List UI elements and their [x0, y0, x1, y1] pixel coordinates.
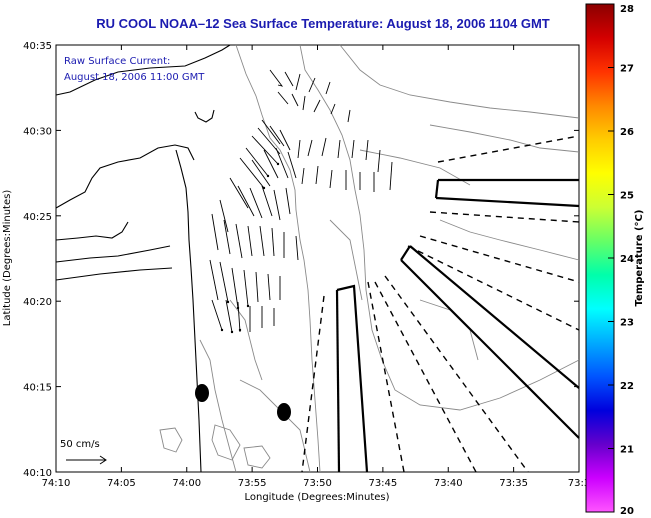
scale-label: 50 cm/s — [60, 439, 100, 450]
x-tick-label: 74:00 — [172, 478, 201, 489]
colorbar-tick-label: 28 — [620, 4, 634, 15]
coastline — [55, 44, 231, 473]
colorbar-tick-label: 24 — [620, 254, 634, 265]
colorbar-tick-label: 23 — [620, 318, 634, 329]
x-tick-label: 74:05 — [107, 478, 136, 489]
y-tick-label: 40:25 — [23, 212, 52, 223]
radar-lines — [301, 135, 580, 473]
x-tick-label: 73:40 — [434, 478, 463, 489]
y-axis-ticks: 40:35 40:30 40:25 40:20 40:15 40:10 — [23, 41, 579, 479]
y-tick-label: 40:10 — [23, 468, 52, 479]
x-tick-label: 73:45 — [368, 478, 397, 489]
y-axis-label: Latitude (Degrees:Minutes) — [2, 190, 13, 327]
annotation-line-2: August 18, 2006 11:00 GMT — [64, 72, 205, 83]
x-axis-ticks: 74:10 74:05 74:00 73:55 73:50 73:45 73:40 73:35… — [42, 45, 590, 489]
marker-oval-2 — [277, 403, 291, 421]
colorbar-ticks: 28 27 26 25 24 23 22 21 20 — [608, 3, 634, 517]
annotation-line-1: Raw Surface Current: — [64, 56, 170, 67]
scale-arrow — [66, 455, 107, 465]
x-tick-label: 73:50 — [303, 478, 332, 489]
colorbar-label: Temperature (°C) — [634, 210, 645, 307]
colorbar-tick-label: 21 — [620, 445, 634, 456]
y-tick-label: 40:15 — [23, 383, 52, 394]
marker-oval-1 — [195, 384, 209, 402]
colorbar-tick-label: 27 — [620, 64, 634, 75]
current-vectors — [209, 69, 393, 333]
x-tick-label: 74:10 — [42, 478, 71, 489]
colorbar-tick-label: 25 — [620, 191, 634, 202]
current-arrowheads — [220, 162, 280, 334]
y-tick-label: 40:30 — [23, 126, 52, 137]
x-tick-label: 73:35 — [499, 478, 528, 489]
x-axis-label: Longitude (Degrees:Minutes) — [244, 492, 389, 503]
depth-contours — [159, 44, 580, 473]
figure-title: RU COOL NOAA–12 Sea Surface Temperature:… — [96, 16, 550, 31]
y-tick-label: 40:20 — [23, 297, 52, 308]
x-tick-label: 73:55 — [238, 478, 267, 489]
colorbar-tick-label: 26 — [620, 127, 634, 138]
colorbar-tick-label: 20 — [620, 506, 634, 517]
x-tick-label: 73:3 — [568, 478, 590, 489]
y-tick-label: 40:35 — [23, 41, 52, 52]
colorbar-tick-label: 22 — [620, 381, 634, 392]
